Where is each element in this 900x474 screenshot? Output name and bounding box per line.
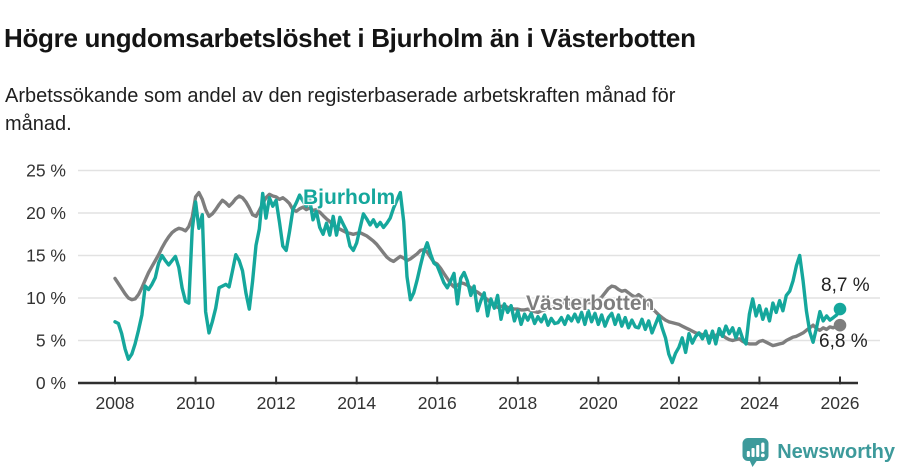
newsworthy-brand-text: Newsworthy: [777, 440, 895, 463]
chart-title: Högre ungdomsarbetslöshet i Bjurholm än …: [4, 23, 696, 54]
svg-text:2022: 2022: [659, 393, 698, 413]
svg-text:25 %: 25 %: [26, 161, 66, 181]
end-value-bjurholm: 8,7 %: [821, 275, 870, 296]
svg-text:15 %: 15 %: [26, 246, 66, 266]
newsworthy-logo-icon: [742, 438, 769, 467]
newsworthy-branding[interactable]: Newsworthy: [742, 437, 895, 467]
svg-text:2014: 2014: [337, 393, 376, 413]
svg-text:10 %: 10 %: [26, 288, 66, 308]
series-label-vasterbotten: Västerbotten: [526, 292, 655, 315]
chart-subtitle: Arbetssökande som andel av den registerb…: [5, 85, 676, 136]
svg-text:2012: 2012: [257, 393, 296, 413]
svg-text:2020: 2020: [579, 393, 618, 413]
svg-text:2016: 2016: [418, 393, 457, 413]
series-label-bjurholm: Bjurholm: [303, 186, 396, 209]
svg-text:2018: 2018: [498, 393, 537, 413]
svg-text:2024: 2024: [740, 393, 779, 413]
svg-text:0 %: 0 %: [36, 373, 66, 393]
svg-text:20 %: 20 %: [26, 203, 66, 223]
svg-text:2026: 2026: [821, 393, 860, 413]
svg-text:5 %: 5 %: [36, 331, 66, 351]
svg-text:2008: 2008: [96, 393, 135, 413]
svg-text:2010: 2010: [176, 393, 215, 413]
end-value-vasterbotten: 6,8 %: [819, 331, 868, 352]
